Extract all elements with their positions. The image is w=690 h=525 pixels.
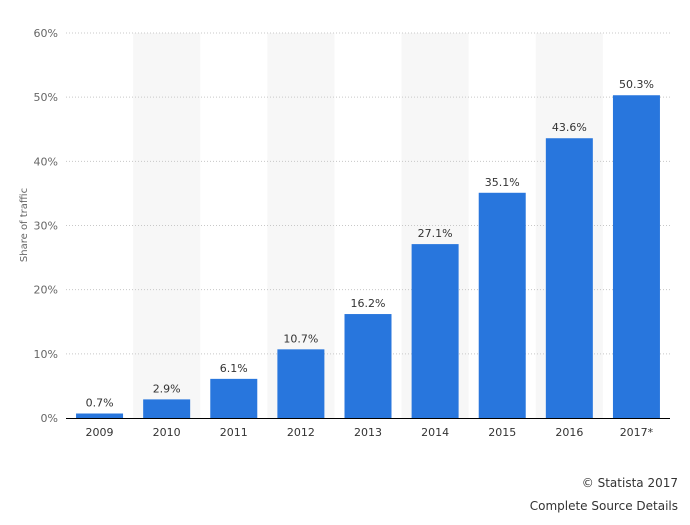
- data-label: 2.9%: [153, 382, 181, 395]
- y-tick-label: 20%: [34, 284, 58, 297]
- data-label: 0.7%: [86, 397, 114, 410]
- y-tick-label: 60%: [34, 27, 58, 40]
- y-tick-label: 0%: [41, 412, 58, 425]
- data-label: 27.1%: [418, 227, 453, 240]
- y-axis-label: Share of traffic: [19, 188, 30, 262]
- x-tick-label: 2017*: [620, 426, 654, 439]
- bar: [143, 399, 191, 418]
- y-tick-label: 50%: [34, 91, 58, 104]
- bar: [76, 413, 124, 418]
- y-tick-label: 10%: [34, 348, 58, 361]
- bar: [277, 349, 325, 418]
- y-tick-label: 30%: [34, 220, 58, 233]
- bar: [478, 192, 526, 418]
- source-details-link[interactable]: Complete Source Details: [529, 499, 678, 513]
- bar: [612, 95, 660, 418]
- data-label: 16.2%: [351, 297, 386, 310]
- x-tick-label: 2009: [86, 426, 114, 439]
- x-tick-label: 2015: [488, 426, 516, 439]
- column-band: [133, 33, 201, 418]
- bar-chart: 0% 10% 20% 30% 40% 50% 60% Share of traffic 0.7%…: [19, 27, 670, 439]
- x-tick-label: 2014: [421, 426, 449, 439]
- data-label: 6.1%: [220, 362, 248, 375]
- x-tick-label: 2011: [220, 426, 248, 439]
- data-label: 35.1%: [485, 176, 520, 189]
- x-tick-label: 2010: [153, 426, 181, 439]
- data-label: 50.3%: [619, 78, 654, 91]
- bar: [411, 244, 459, 418]
- y-tick-label: 40%: [34, 155, 58, 168]
- bar: [210, 378, 258, 418]
- data-label: 43.6%: [552, 121, 587, 134]
- bar: [545, 138, 593, 418]
- x-tick-label: 2013: [354, 426, 382, 439]
- x-tick-label: 2016: [555, 426, 583, 439]
- copyright-text: © Statista 2017: [581, 476, 678, 490]
- data-label: 10.7%: [283, 332, 318, 345]
- bar: [344, 314, 392, 418]
- x-tick-label: 2012: [287, 426, 315, 439]
